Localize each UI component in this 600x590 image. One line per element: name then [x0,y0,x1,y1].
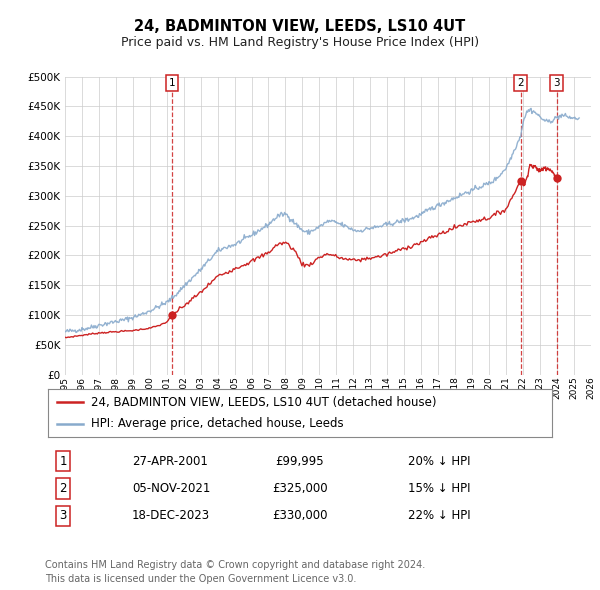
Text: 20% ↓ HPI: 20% ↓ HPI [408,455,470,468]
Text: 2: 2 [59,482,67,495]
Text: 24, BADMINTON VIEW, LEEDS, LS10 4UT (detached house): 24, BADMINTON VIEW, LEEDS, LS10 4UT (det… [91,396,436,409]
Text: 3: 3 [553,78,560,88]
Text: 27-APR-2001: 27-APR-2001 [132,455,208,468]
Text: 15% ↓ HPI: 15% ↓ HPI [408,482,470,495]
Text: Contains HM Land Registry data © Crown copyright and database right 2024.
This d: Contains HM Land Registry data © Crown c… [45,560,425,584]
Text: Price paid vs. HM Land Registry's House Price Index (HPI): Price paid vs. HM Land Registry's House … [121,36,479,49]
Text: 24, BADMINTON VIEW, LEEDS, LS10 4UT: 24, BADMINTON VIEW, LEEDS, LS10 4UT [134,19,466,34]
Text: 05-NOV-2021: 05-NOV-2021 [132,482,211,495]
Text: £325,000: £325,000 [272,482,328,495]
Text: 2: 2 [517,78,524,88]
Text: 18-DEC-2023: 18-DEC-2023 [132,509,210,522]
Text: HPI: Average price, detached house, Leeds: HPI: Average price, detached house, Leed… [91,417,343,430]
Text: £99,995: £99,995 [275,455,325,468]
Text: 22% ↓ HPI: 22% ↓ HPI [408,509,470,522]
Text: 3: 3 [59,509,67,522]
Text: £330,000: £330,000 [272,509,328,522]
Text: 1: 1 [59,455,67,468]
Text: 1: 1 [169,78,175,88]
